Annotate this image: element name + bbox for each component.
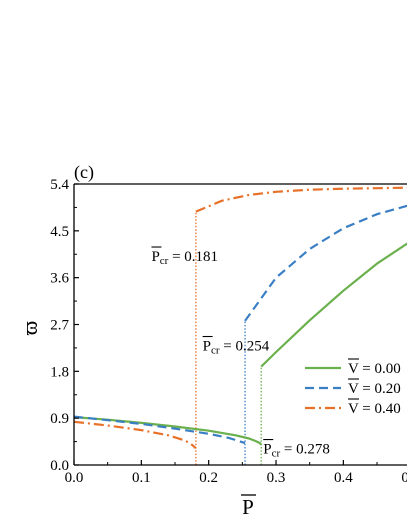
y-tick-label-4: 3.6	[50, 271, 69, 287]
critical-label-2: Pcr = 0.278	[263, 442, 330, 460]
y-tick-label-6: 5.4	[50, 177, 69, 193]
legend: V = 0.00 V = 0.20 V = 0.40	[305, 358, 401, 417]
x-tick-label-4: 0.4	[334, 470, 353, 486]
axes-layer: 0.0 0.9 1.8 2.7 3.6 4.5 5.4 0.0 0.1 0.2 0.3 0.4 0.5	[50, 177, 407, 486]
x-tick-label-1: 0.1	[132, 470, 151, 486]
critical-label-1: Pcr = 0.254	[203, 339, 270, 357]
series-2-branch2	[195, 186, 407, 213]
series-1-branch1	[74, 415, 246, 445]
critical-label-0: Pcr = 0.181	[151, 249, 218, 267]
legend-label-2: V = 0.40	[348, 401, 401, 417]
y-tick-label-3: 2.7	[50, 318, 69, 334]
x-axis-label: P	[242, 495, 254, 519]
y-tick-label-2: 1.8	[50, 364, 69, 380]
series-2-branch1	[74, 420, 197, 450]
series-1-branch2	[244, 204, 407, 322]
y-tick-label-0: 0.0	[50, 458, 69, 474]
series-layer	[74, 186, 407, 465]
series-0-branch1	[74, 416, 263, 446]
y-tick-label-5: 4.5	[50, 224, 69, 240]
x-tick-label-5: 0.5	[401, 470, 407, 486]
legend-label-1: V = 0.20	[348, 381, 401, 397]
series-0-branch2	[260, 242, 407, 368]
label-layer: (c) ϖ P Pcr = 0.181 Pcr = 0.254 Pcr = 0.278	[17, 162, 330, 519]
x-tick-label-2: 0.2	[199, 470, 218, 486]
x-tick-label-3: 0.3	[267, 470, 286, 486]
x-tick-label-0: 0.0	[65, 470, 84, 486]
y-axis-label: ϖ	[17, 321, 42, 335]
panel-label: (c)	[74, 162, 94, 183]
legend-label-0: V = 0.00	[348, 361, 401, 377]
y-tick-label-1: 0.9	[50, 411, 69, 427]
